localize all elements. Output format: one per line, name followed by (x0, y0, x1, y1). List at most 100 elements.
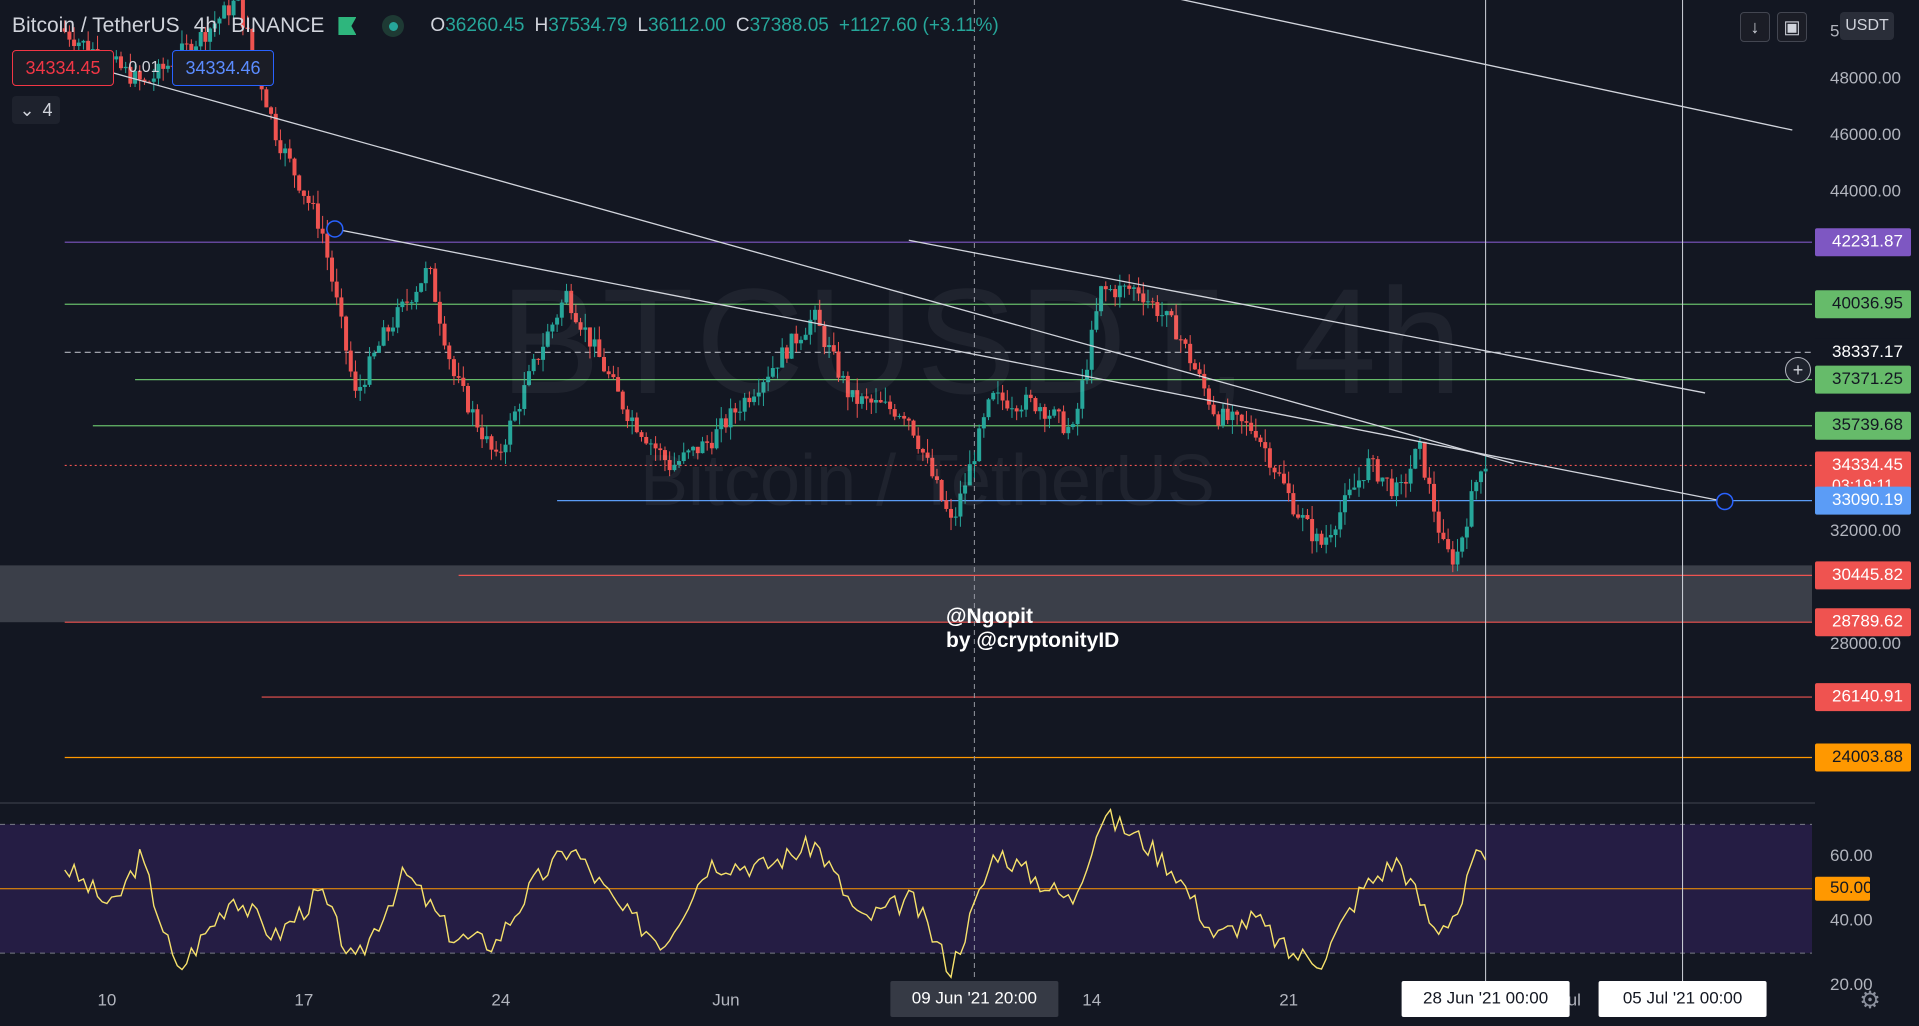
candle-body (67, 31, 72, 40)
candle-body (709, 442, 714, 449)
candle-body (658, 448, 663, 451)
rsi-mid-tag-bg (1815, 876, 1870, 901)
candle-body (456, 376, 461, 378)
candle-body (1272, 467, 1277, 473)
candle-body (897, 415, 902, 417)
candle-body (475, 409, 480, 428)
candle-body (625, 409, 630, 422)
symbol-name[interactable]: Bitcoin / TetherUS (12, 14, 180, 37)
candle-body (423, 268, 428, 284)
candle-body (142, 79, 147, 82)
indicators-count: 4 (42, 99, 53, 120)
price-tick-1: 46000.00 (1830, 125, 1901, 144)
trend-line-3[interactable] (908, 239, 1706, 394)
chart-settings-button[interactable]: ⚙ (1855, 985, 1885, 1015)
scroll-to-realtime-button[interactable]: ↓ (1740, 12, 1770, 42)
candle-body (1281, 473, 1286, 484)
level-tag-8: 28789.62 (1832, 612, 1903, 631)
candle-body (517, 408, 522, 412)
candle-body (550, 324, 555, 332)
time-tick-6: 21 (1279, 990, 1298, 1009)
candle-body (269, 107, 274, 114)
rsi-tick-2: 20.00 (1830, 975, 1873, 994)
candle-body (1239, 414, 1244, 422)
candle-body (1347, 489, 1352, 496)
trend-line-0[interactable] (64, 58, 1514, 465)
candle-body (794, 333, 799, 344)
candle-body (442, 323, 447, 346)
candle-body (1150, 301, 1155, 303)
candle-body (1211, 404, 1216, 415)
candle-body (1450, 549, 1455, 565)
author-credit: @Ngopit by @cryptonityID (946, 605, 1119, 653)
trend-line-1[interactable] (334, 228, 1725, 503)
price-tick-0: 48000.00 (1830, 69, 1901, 88)
candle-body (953, 516, 958, 518)
candle-body (686, 450, 691, 453)
level-tag-bg-6 (1815, 486, 1911, 515)
indicators-toggle-button[interactable]: ⌄ 4 (12, 96, 60, 124)
candle-body (137, 70, 142, 80)
candle-body (72, 39, 77, 47)
autoscale-button[interactable]: ▣ (1777, 12, 1807, 42)
candle-body (409, 302, 414, 304)
candle-body (1183, 339, 1188, 344)
price-tick-4: 28000.00 (1830, 634, 1901, 653)
trend-anchor-handle-0[interactable] (326, 220, 344, 238)
candle-body (583, 327, 588, 330)
level-tag-bg-10 (1815, 743, 1911, 772)
candle-body (1460, 537, 1465, 552)
candle-body (864, 396, 869, 399)
candle-body (620, 391, 625, 410)
trend-line-2[interactable] (1170, 0, 1793, 131)
trend-lines-layer[interactable] (64, 0, 1793, 511)
candle-body (1417, 441, 1422, 449)
level-tag-bg-3 (1815, 365, 1911, 394)
candle-body (1267, 448, 1272, 468)
change-value: +1127.60 (+3.11%) (838, 15, 999, 36)
date-tag-2: 05 Jul '21 00:00 (1623, 988, 1743, 1007)
time-tick-2: 24 (491, 990, 510, 1009)
symbol-legend: Bitcoin / TetherUS 4h BINANCE O 36260.45… (12, 12, 999, 40)
level-tag-bg-7 (1815, 561, 1911, 590)
market-status-icon[interactable] (382, 15, 405, 37)
add-alert-button[interactable]: + (1785, 357, 1811, 383)
candle-body (855, 390, 860, 404)
candle-body (1342, 495, 1347, 513)
close-value: 37388.05 (749, 15, 829, 36)
interval-label[interactable]: 4h (193, 14, 218, 37)
flag-icon[interactable] (338, 17, 357, 35)
candle-body (1061, 411, 1066, 434)
candle-body (541, 346, 546, 360)
candle-body (1258, 437, 1263, 443)
candle-body (451, 359, 456, 377)
candle-body (1291, 493, 1296, 515)
candle-body (639, 432, 644, 437)
trend-anchor-handle-1[interactable] (1716, 492, 1734, 511)
candle-body (780, 347, 785, 368)
rsi-tick-1: 40.00 (1830, 910, 1873, 929)
candle-body (841, 375, 846, 378)
level-tag-bg-1 (1815, 290, 1911, 319)
candle-body (920, 449, 925, 453)
candle-body (967, 464, 972, 486)
candle-body (597, 339, 602, 357)
candle-body (681, 452, 686, 462)
candle-body (1296, 514, 1301, 518)
candle-body (1113, 289, 1118, 298)
buy-button[interactable]: 34334.46 (172, 50, 274, 86)
date-tag-bg-2 (1598, 981, 1767, 1017)
candle-body (1085, 369, 1090, 381)
candle-body (273, 113, 278, 141)
support-zone-layer (0, 565, 1812, 623)
date-tag-bg-0 (890, 981, 1059, 1017)
candle-body (662, 450, 667, 461)
level-tag-9: 26140.91 (1832, 687, 1903, 706)
candle-body (728, 408, 733, 428)
candle-body (339, 297, 344, 317)
candle-body (222, 5, 227, 19)
candle-body (944, 500, 949, 509)
sell-button[interactable]: 34334.45 (12, 50, 114, 86)
currency-button[interactable]: USDT (1840, 12, 1894, 40)
